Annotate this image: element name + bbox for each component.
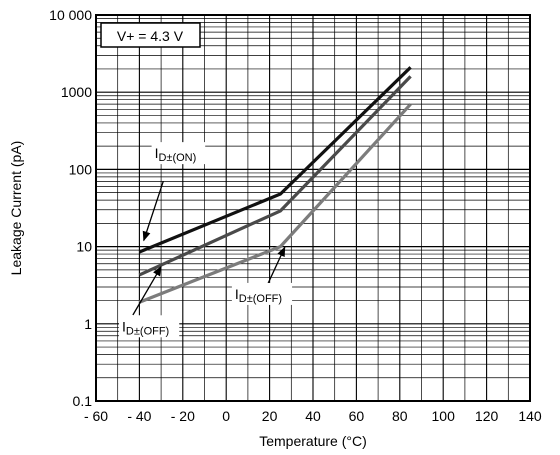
annotation-background [151, 142, 206, 165]
y-tick-label: 10 [76, 239, 92, 255]
x-tick-label: 120 [475, 408, 499, 424]
annotation-arrow [266, 246, 286, 286]
series-line [138, 103, 412, 304]
x-tick-label: - 20 [171, 408, 195, 424]
condition-box: V+ = 4.3 V [100, 22, 201, 48]
annotation-background [231, 282, 293, 305]
series-line [138, 66, 412, 254]
annotation-label: ID±(OFF) [122, 318, 169, 337]
annotation-background [119, 315, 180, 338]
x-tick-label: 100 [432, 408, 456, 424]
series-line [138, 75, 412, 277]
condition-label: V+ = 4.3 V [117, 28, 184, 44]
x-tick-labels: - 60 - 40 - 20 0 20 40 60 80 100 120 140 [84, 408, 542, 424]
x-tick-label: - 60 [84, 408, 108, 424]
y-tick-label: 1000 [61, 84, 92, 100]
annotation-arrow [132, 265, 162, 316]
annotation-label: ID±(ON) [155, 145, 197, 164]
annotations: ID±(ON) ID±(OFF) ID±(OFF) [119, 142, 293, 338]
x-tick-label: 80 [392, 408, 408, 424]
x-tick-label: 140 [518, 408, 542, 424]
x-tick-label: 60 [349, 408, 365, 424]
y-tick-label: 10 000 [49, 7, 92, 23]
x-tick-label: - 40 [127, 408, 151, 424]
plot-frame [95, 14, 531, 402]
y-tick-labels: 0.1 1 10 100 1000 10 000 [49, 7, 92, 409]
annotation-label: ID±(OFF) [235, 286, 282, 305]
y-tick-label: 0.1 [73, 393, 93, 409]
grid [95, 15, 531, 402]
y-tick-label: 1 [84, 316, 92, 332]
annotation-arrow [142, 181, 164, 242]
x-axis-label: Temperature (°C) [259, 433, 367, 449]
y-axis-label: Leakage Current (pA) [8, 141, 24, 276]
x-tick-label: 40 [305, 408, 321, 424]
y-tick-label: 100 [69, 161, 93, 177]
x-tick-label: 20 [262, 408, 278, 424]
x-tick-label: 0 [222, 408, 230, 424]
